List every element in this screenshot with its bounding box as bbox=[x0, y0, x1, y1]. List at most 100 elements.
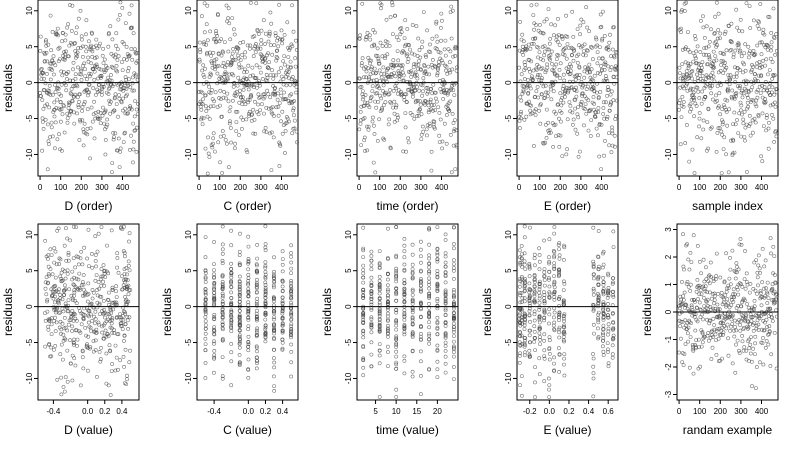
point bbox=[729, 48, 734, 52]
point bbox=[114, 68, 119, 73]
point bbox=[771, 6, 776, 11]
point bbox=[532, 309, 537, 314]
point bbox=[769, 287, 774, 292]
point bbox=[707, 53, 711, 57]
point bbox=[606, 47, 611, 52]
point bbox=[118, 312, 122, 317]
point bbox=[730, 248, 735, 253]
point bbox=[707, 338, 711, 343]
point bbox=[272, 276, 277, 281]
point bbox=[433, 108, 438, 113]
point bbox=[609, 54, 613, 59]
point bbox=[448, 99, 453, 104]
point bbox=[92, 69, 97, 74]
point bbox=[200, 122, 205, 127]
point bbox=[215, 34, 219, 38]
point bbox=[738, 48, 743, 53]
point bbox=[527, 328, 532, 333]
point bbox=[369, 263, 374, 268]
point bbox=[86, 93, 90, 98]
point bbox=[730, 151, 735, 156]
point bbox=[401, 78, 406, 83]
point bbox=[581, 49, 586, 54]
point bbox=[129, 47, 134, 51]
point bbox=[263, 339, 268, 344]
point bbox=[743, 286, 748, 291]
point bbox=[605, 341, 610, 346]
point bbox=[108, 111, 113, 116]
point bbox=[610, 125, 614, 130]
point bbox=[559, 110, 564, 115]
y-tick-label: 5 bbox=[25, 44, 34, 49]
point bbox=[435, 320, 440, 324]
point bbox=[743, 312, 748, 317]
point bbox=[591, 57, 595, 62]
point bbox=[700, 340, 705, 345]
point bbox=[557, 296, 561, 301]
point bbox=[239, 126, 244, 131]
point bbox=[557, 352, 562, 357]
point bbox=[534, 2, 539, 7]
point bbox=[427, 315, 432, 320]
point bbox=[203, 235, 208, 240]
point bbox=[435, 269, 440, 273]
point bbox=[253, 131, 258, 136]
point bbox=[686, 331, 690, 336]
point bbox=[739, 103, 744, 108]
point bbox=[589, 67, 594, 72]
point bbox=[410, 305, 415, 310]
point bbox=[369, 275, 374, 280]
point bbox=[754, 104, 759, 109]
point bbox=[443, 361, 448, 366]
point bbox=[613, 144, 617, 149]
point bbox=[750, 85, 755, 90]
point bbox=[688, 62, 693, 67]
point bbox=[279, 119, 284, 124]
point bbox=[202, 30, 207, 35]
point bbox=[85, 126, 90, 131]
point bbox=[69, 92, 74, 97]
point bbox=[693, 56, 698, 61]
point bbox=[76, 65, 80, 70]
point bbox=[540, 76, 545, 81]
point bbox=[540, 66, 545, 71]
point bbox=[582, 75, 587, 80]
point bbox=[248, 46, 252, 51]
point bbox=[65, 236, 70, 241]
point bbox=[272, 347, 276, 352]
point bbox=[243, 67, 247, 72]
point bbox=[203, 361, 208, 365]
point bbox=[532, 336, 537, 340]
point bbox=[131, 160, 135, 165]
point bbox=[93, 278, 98, 283]
y-tick-label: -5 bbox=[25, 114, 34, 122]
point bbox=[522, 335, 527, 340]
point bbox=[59, 93, 64, 98]
point bbox=[289, 285, 293, 290]
point bbox=[692, 298, 697, 303]
point bbox=[256, 102, 260, 107]
point bbox=[554, 62, 559, 67]
x-tick-label: 300 bbox=[414, 183, 428, 192]
point bbox=[437, 133, 442, 138]
point bbox=[542, 49, 547, 54]
point bbox=[247, 109, 252, 114]
point bbox=[272, 255, 276, 260]
point bbox=[95, 305, 100, 310]
point bbox=[394, 286, 399, 291]
y-tick-label: 0 bbox=[25, 80, 34, 85]
point bbox=[427, 261, 432, 266]
y-tick-label: 0 bbox=[664, 80, 673, 85]
point bbox=[360, 56, 365, 61]
point bbox=[723, 67, 728, 72]
point bbox=[451, 294, 456, 299]
point bbox=[399, 30, 404, 34]
point bbox=[711, 62, 716, 66]
point bbox=[58, 257, 63, 262]
point bbox=[212, 312, 217, 317]
point bbox=[202, 42, 207, 47]
point bbox=[561, 84, 566, 88]
point bbox=[746, 104, 751, 109]
point bbox=[694, 104, 699, 108]
point bbox=[125, 373, 129, 378]
